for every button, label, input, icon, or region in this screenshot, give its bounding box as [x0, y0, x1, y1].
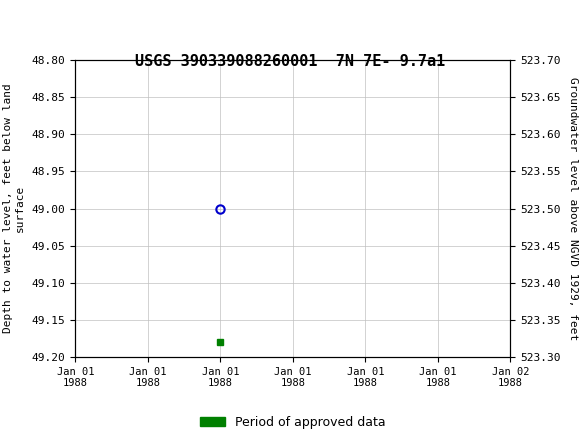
Y-axis label: Groundwater level above NGVD 1929, feet: Groundwater level above NGVD 1929, feet [568, 77, 578, 340]
Text: USGS 390339088260001  7N 7E- 9.7a1: USGS 390339088260001 7N 7E- 9.7a1 [135, 54, 445, 69]
Y-axis label: Depth to water level, feet below land
surface: Depth to water level, feet below land su… [3, 84, 25, 333]
Legend: Period of approved data: Period of approved data [195, 411, 391, 430]
Text: ☒USGS: ☒USGS [12, 13, 70, 32]
